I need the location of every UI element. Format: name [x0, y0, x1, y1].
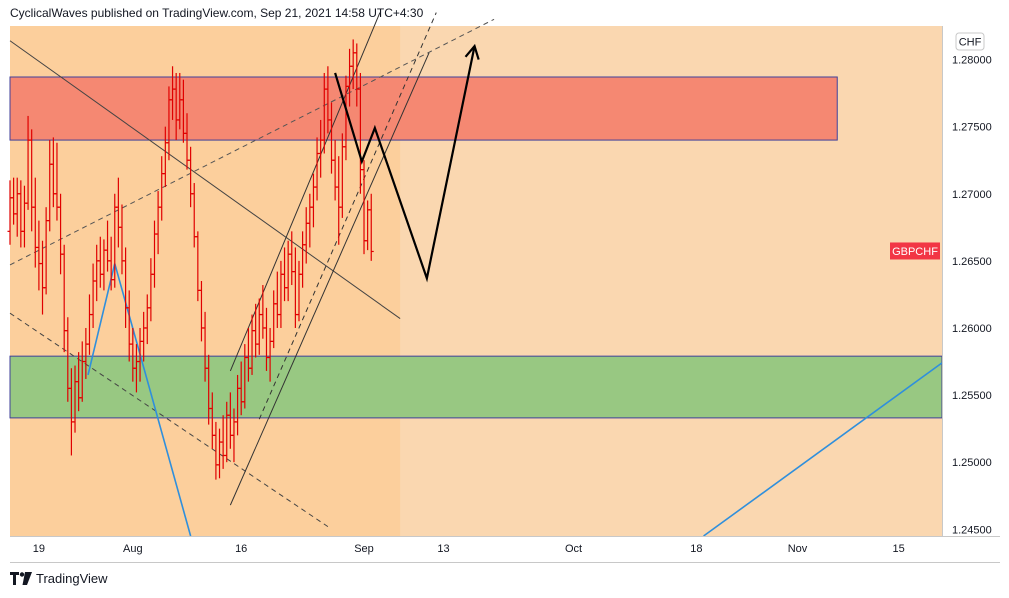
candle	[368, 193, 374, 261]
price-tick-label: 1.26000	[952, 323, 992, 335]
symbol-tag-box	[890, 242, 940, 260]
trendlines	[9, 12, 943, 537]
projection-arrow	[334, 43, 480, 283]
price-tick-label: 1.24500	[952, 524, 992, 536]
brand-name: TradingView	[36, 571, 108, 586]
symbol-tag-label: GBPCHF	[892, 246, 938, 258]
time-axis[interactable]: 19 Aug 16 Sep 13 Oct 18 Nov 15	[0, 536, 1000, 563]
footer: TradingView	[10, 571, 108, 586]
channel-mid-dashed-line	[258, 12, 437, 420]
publisher-line: CyclicalWaves published on TradingView.c…	[10, 6, 424, 20]
lower-dashed-trendline	[9, 312, 329, 528]
projection-arrowhead	[464, 43, 480, 60]
time-tick-label: 16	[235, 543, 247, 555]
descending-trendline	[9, 40, 401, 319]
tradingview-logo-icon	[10, 572, 32, 585]
time-axis-background	[0, 536, 1000, 562]
price-zones	[9, 76, 943, 419]
resistance-zone	[9, 76, 838, 141]
price-tick-label: 1.25500	[952, 390, 992, 402]
time-tick-label: 18	[690, 543, 702, 555]
currency-label: CHF	[959, 37, 982, 49]
time-tick-label: Sep	[354, 543, 374, 555]
price-candles	[7, 39, 374, 480]
channel-lower-line	[229, 52, 430, 506]
time-tick-label: 19	[33, 543, 45, 555]
support-zone	[9, 355, 943, 419]
time-tick-label: Nov	[788, 543, 808, 555]
projection-path	[334, 45, 476, 283]
price-tick-label: 1.27500	[952, 122, 992, 134]
time-tick-label: 15	[893, 543, 905, 555]
time-tick-label: Oct	[565, 543, 582, 555]
price-axis[interactable]: CHF 1.28000 1.27500 1.27000 1.26500 1.26000 1.…	[890, 26, 1000, 562]
price-tick-label: 1.28000	[952, 55, 992, 67]
currency-badge: CHF	[955, 32, 985, 51]
blue-support-line	[703, 362, 943, 537]
currency-badge-box	[955, 32, 985, 51]
price-tick-label: 1.26500	[952, 256, 992, 268]
time-tick-label: Aug	[123, 543, 143, 555]
price-tick-label: 1.27000	[952, 189, 992, 201]
time-tick-label: 13	[437, 543, 449, 555]
price-axis-background	[942, 26, 1000, 536]
price-tick-label: 1.25000	[952, 457, 992, 469]
rising-dashed-trendline	[9, 18, 495, 266]
symbol-price-tag: GBPCHF	[890, 242, 940, 260]
blue-rising-line	[87, 263, 116, 376]
blue-falling-line	[113, 263, 192, 537]
